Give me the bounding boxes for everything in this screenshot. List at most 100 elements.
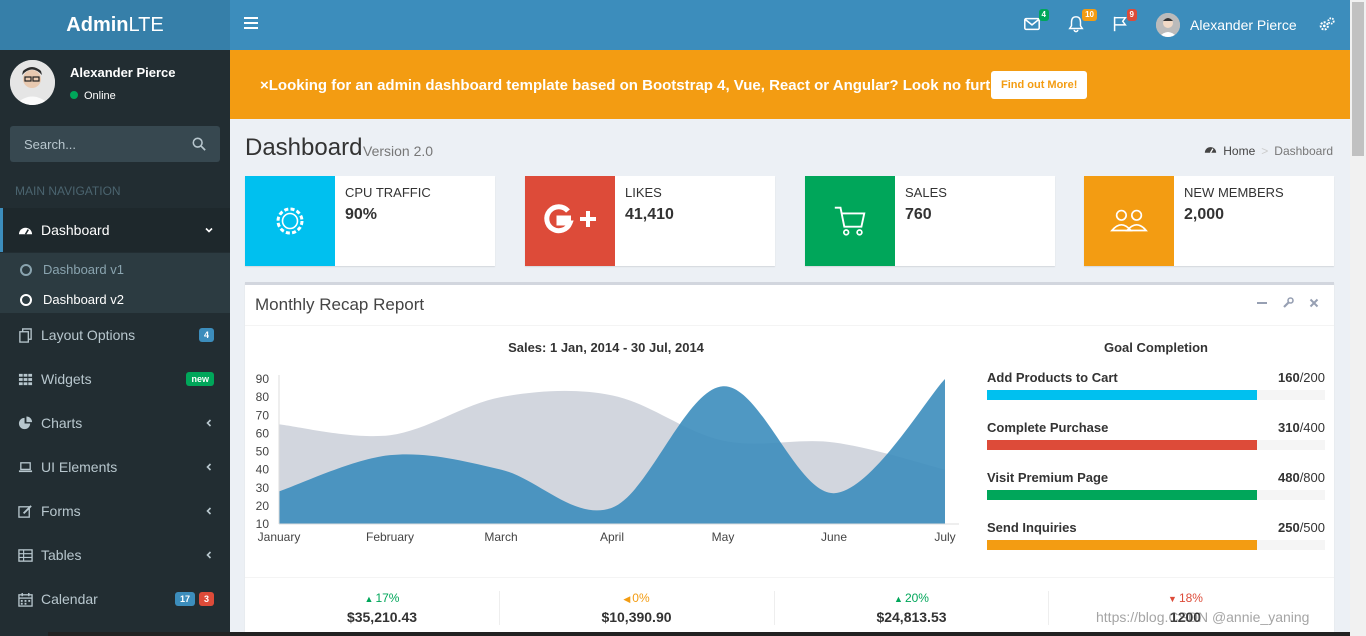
info-value: 41,410 — [625, 206, 674, 223]
messages-menu[interactable]: 4 — [1023, 9, 1049, 35]
notifications-badge: 10 — [1082, 9, 1097, 21]
tasks-badge: 9 — [1126, 9, 1137, 21]
top-navbar: 4 10 9 Alexander Pierce — [230, 0, 1350, 50]
goal-progress-bar — [987, 540, 1258, 550]
stat-amount: $10,390.90 — [601, 609, 672, 625]
cart-icon — [805, 176, 895, 266]
goal-name: Visit Premium Page — [987, 470, 1109, 485]
sidebar-item-tables[interactable]: Tables — [0, 533, 230, 577]
watermark: https://blog.CSDN @annie_yaning — [1096, 609, 1310, 625]
search-input[interactable] — [10, 126, 180, 162]
sidebar-item-widgets[interactable]: Widgets new — [0, 357, 230, 401]
goal-progress-bar — [987, 390, 1258, 400]
logo-rest: LTE — [128, 14, 164, 36]
sidebar-toggle-icon[interactable] — [244, 17, 258, 29]
goal-progress-group: Complete Purchase 310/400 — [987, 420, 1325, 454]
bell-icon — [1068, 16, 1084, 33]
box-title: Monthly Recap Report — [255, 295, 425, 314]
info-box-likes: LIKES 41,410 — [525, 176, 775, 266]
caret-up-icon: ▲ — [894, 594, 903, 604]
stat-amount: 1200 — [1169, 609, 1202, 625]
sidebar-item-charts[interactable]: Charts — [0, 401, 230, 445]
control-sidebar-gears-icon[interactable] — [1318, 16, 1336, 37]
calendar-icon — [18, 592, 33, 607]
google-plus-icon — [525, 176, 615, 266]
sidebar-item-ui-elements[interactable]: UI Elements — [0, 445, 230, 489]
y-tick-label: 40 — [256, 463, 270, 477]
calendar-badge-events: 17 — [174, 592, 195, 606]
y-tick-label: 50 — [256, 445, 270, 459]
goal-value: 160/200 — [1277, 370, 1325, 385]
info-value: 90% — [345, 206, 378, 223]
edit-icon — [18, 504, 33, 519]
layout-badge: 4 — [198, 328, 214, 342]
info-label: SALES — [905, 185, 947, 200]
notifications-menu[interactable]: 10 — [1067, 9, 1097, 35]
scrollbar-thumb[interactable] — [1352, 2, 1364, 156]
people-icon — [1084, 176, 1174, 266]
tasks-menu[interactable]: 9 — [1111, 9, 1137, 35]
sales-area-chart: 10 20 30 40 50 60 70 80 90 January February March Ap… — [256, 372, 959, 544]
stat-percentage: ◀ 0% — [623, 591, 650, 605]
callout-text[interactable]: ×Looking for an admin dashboard template… — [260, 77, 1019, 94]
sidebar-item-label: Layout Options — [41, 327, 136, 343]
info-value: 760 — [905, 206, 932, 223]
page-title: Dashboard — [245, 134, 363, 161]
info-box-sales: SALES 760 — [805, 176, 1055, 266]
x-tick-label: July — [934, 530, 955, 544]
info-value: 2,000 — [1184, 206, 1225, 223]
app-logo[interactable]: AdminLTE — [0, 0, 230, 50]
find-out-more-button[interactable]: Find out More! — [991, 71, 1088, 99]
y-tick-label: 70 — [256, 408, 270, 422]
sidebar-item-dashboard-v2[interactable]: Dashboard v2 — [20, 292, 124, 307]
goal-progress-track — [987, 390, 1325, 400]
table-icon — [18, 548, 33, 563]
chevron-left-icon — [204, 418, 214, 428]
circle-icon — [20, 293, 32, 306]
dashboard-icon — [1204, 143, 1217, 159]
circle-icon — [20, 263, 32, 276]
goal-progress-bar — [987, 440, 1258, 450]
stat-percentage: ▲ 17% — [364, 591, 400, 605]
description-block: ▼ 18% 1200 — [1048, 591, 1322, 625]
breadcrumb-home[interactable]: Home — [1223, 144, 1256, 158]
sidebar-item-layout-options[interactable]: Layout Options 4 — [0, 313, 230, 357]
goal-value: 310/400 — [1277, 420, 1325, 435]
stat-percentage: ▼ 18% — [1168, 591, 1203, 605]
wrench-icon[interactable] — [1282, 297, 1294, 312]
sub-item-label: Dashboard v1 — [43, 262, 124, 277]
gear-icon — [245, 176, 335, 266]
sidebar-item-dashboard[interactable]: Dashboard — [0, 208, 230, 252]
th-grid-icon — [18, 372, 33, 387]
sidebar-item-label: UI Elements — [41, 459, 118, 475]
info-box-members: NEW MEMBERS 2,000 — [1084, 176, 1334, 266]
breadcrumb-current: Dashboard — [1274, 144, 1333, 158]
sidebar-item-label: Widgets — [41, 371, 92, 387]
status-label: Online — [84, 90, 116, 102]
sidebar-item-label: Tables — [41, 547, 82, 563]
promo-callout: ×Looking for an admin dashboard template… — [230, 50, 1350, 119]
search-icon[interactable] — [192, 137, 206, 154]
sidebar-item-calendar[interactable]: Calendar 17 3 — [0, 577, 230, 621]
info-box-cpu: CPU TRAFFIC 90% — [245, 176, 495, 266]
chevron-left-icon — [204, 506, 214, 516]
sidebar-item-label: Calendar — [41, 591, 98, 607]
calendar-badge-alerts: 3 — [198, 592, 214, 606]
page-version: Version 2.0 — [363, 143, 434, 159]
widgets-badge: new — [186, 372, 214, 386]
y-tick-label: 20 — [256, 499, 270, 513]
series-area-2 — [279, 379, 945, 524]
close-icon[interactable] — [1308, 297, 1320, 312]
user-menu[interactable]: Alexander Pierce — [1156, 13, 1297, 37]
description-block: ◀ 0% $10,390.90 — [499, 591, 773, 625]
main-sidebar: Alexander Pierce Online MAIN NAVIGATION … — [0, 50, 230, 636]
sidebar-item-forms[interactable]: Forms — [0, 489, 230, 533]
horizontal-scrollbar[interactable] — [48, 632, 1350, 636]
description-block: ▲ 17% $35,210.43 — [245, 591, 519, 625]
x-tick-label: May — [712, 530, 735, 544]
sidebar-user-name: Alexander Pierce — [70, 65, 176, 80]
goal-progress-bar — [987, 490, 1258, 500]
vertical-scrollbar[interactable] — [1350, 0, 1366, 636]
sidebar-item-dashboard-v1[interactable]: Dashboard v1 — [20, 262, 124, 277]
collapse-icon[interactable] — [1256, 297, 1268, 312]
